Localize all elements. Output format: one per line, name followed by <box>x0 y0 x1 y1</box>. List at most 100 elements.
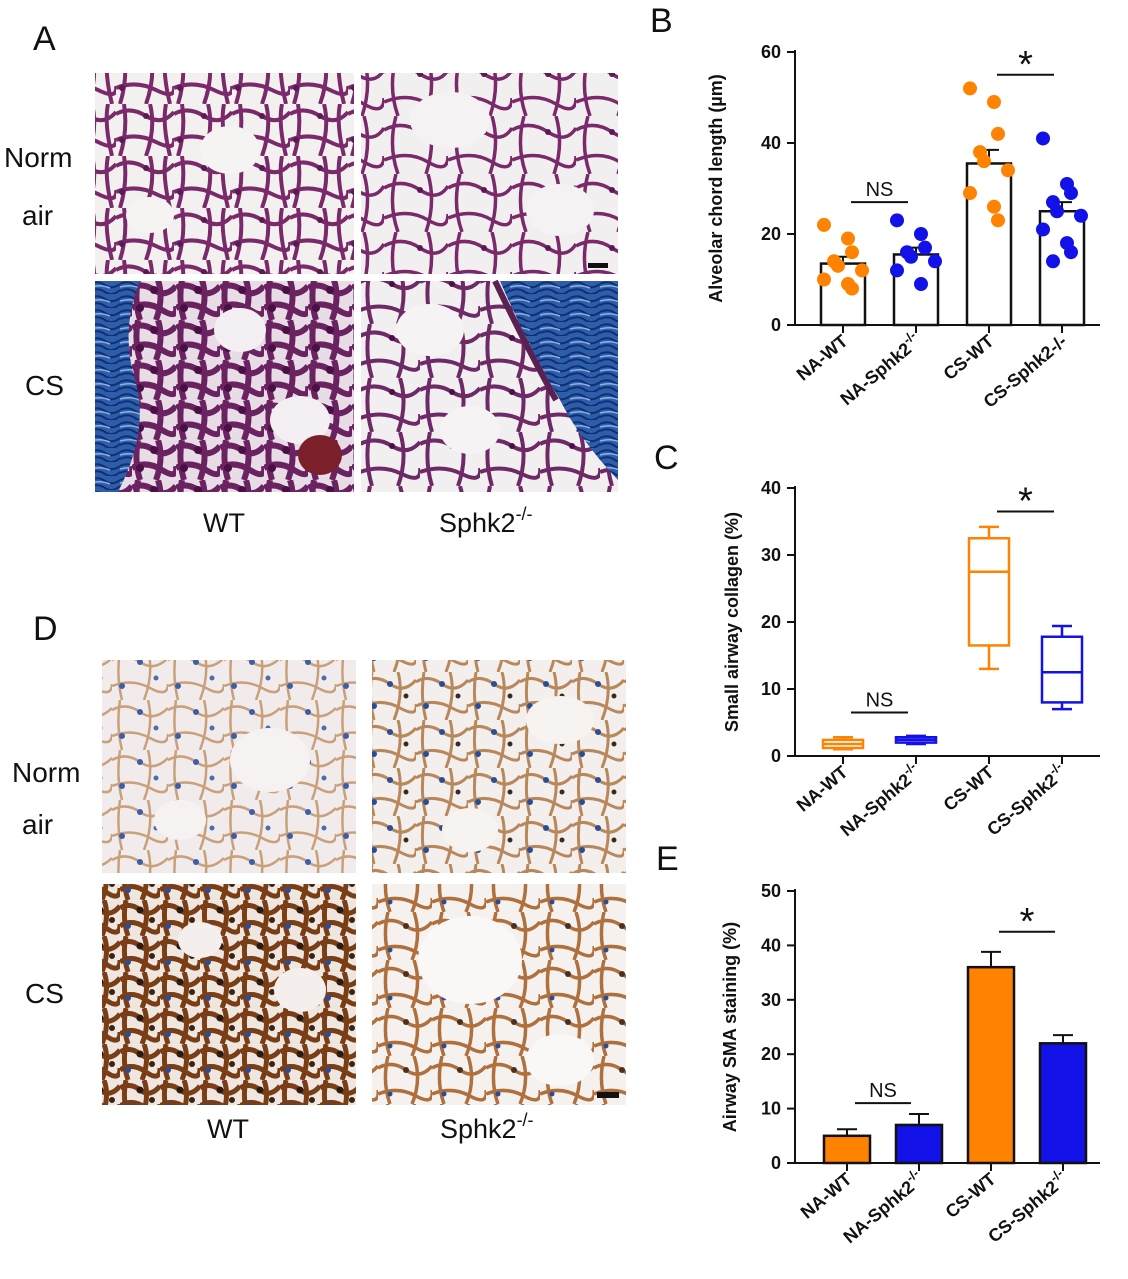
col-label-d-wt: WT <box>207 1114 249 1144</box>
panel-letter-d: D <box>33 610 58 648</box>
micrograph-d-ko-normair <box>372 660 626 873</box>
point-b-3-6 <box>1036 222 1050 237</box>
x-tick-label-e-1: NA-Sphk2-/- <box>837 1166 928 1248</box>
sig-label-b-1: * <box>1018 44 1033 86</box>
sig-label-e-0: NS <box>869 1080 897 1102</box>
bar-e-1 <box>894 1123 944 1165</box>
y-tick-label-c-20: 20 <box>761 612 781 632</box>
y-tick-label-b-0: 0 <box>771 315 781 335</box>
point-b-3-5 <box>1074 208 1088 223</box>
micrograph-d-ko-cs <box>372 884 626 1105</box>
point-b-1-7 <box>914 277 928 292</box>
micrograph-a-ko-normair <box>361 73 618 274</box>
point-b-3-0 <box>1036 131 1050 146</box>
x-tick-label-c-0: NA-WT <box>793 762 852 816</box>
y-tick-label-e-10: 10 <box>761 1099 781 1119</box>
sig-label-e-1: * <box>1020 901 1035 943</box>
y-tick-label-c-10: 10 <box>761 679 781 699</box>
bar-e-2 <box>966 965 1016 1165</box>
row-label-normair-2: air <box>22 200 53 231</box>
point-b-3-4 <box>1050 204 1064 219</box>
y-tick-label-b-60: 60 <box>761 42 781 62</box>
sig-label-c-1: * <box>1018 480 1033 522</box>
point-b-2-5 <box>1001 163 1015 178</box>
sig-label-c-0: NS <box>866 689 894 711</box>
point-b-1-5 <box>928 254 942 269</box>
panel-letter-c: C <box>654 439 679 477</box>
point-b-0-5 <box>855 263 869 278</box>
panel-letter-e: E <box>656 840 679 878</box>
point-b-2-8 <box>991 213 1005 228</box>
point-b-2-6 <box>963 186 977 201</box>
point-b-0-0 <box>817 217 831 232</box>
y-tick-label-e-30: 30 <box>761 990 781 1010</box>
bar-e-0 <box>822 1134 872 1165</box>
chart-e: E 0 10 20 30 40 50 Airway SMA staining (%) NA-WT… <box>656 840 1100 1247</box>
point-b-0-6 <box>817 272 831 287</box>
y-tick-label-c-0: 0 <box>771 746 781 766</box>
row-label-normair-2-d: air <box>22 809 53 840</box>
box-c-3 <box>1040 635 1084 704</box>
col-label-a-ko: Sphk2-/- <box>439 504 533 538</box>
col-label-a-wt: WT <box>203 508 245 538</box>
point-b-0-2 <box>845 245 859 260</box>
panel-d: D Norm air CS WT Sphk2-/- <box>12 610 626 1144</box>
y-tick-label-b-40: 40 <box>761 133 781 153</box>
y-tick-label-c-30: 30 <box>761 545 781 565</box>
point-b-1-1 <box>914 227 928 241</box>
y-tick-label-b-20: 20 <box>761 224 781 244</box>
point-b-2-2 <box>991 126 1005 141</box>
x-tick-label-e-3: CS-Sphk2-/- <box>982 1166 1072 1247</box>
box-c-2 <box>967 537 1011 647</box>
chart-c: C 0 10 20 30 40 Small airway collagen (%) NA-WT… <box>654 439 1100 840</box>
row-label-cs: CS <box>25 370 64 401</box>
x-tick-label-b-1: NA-Sphk2-/- <box>834 328 925 410</box>
point-b-0-4 <box>831 258 845 273</box>
point-b-3-8 <box>1064 245 1078 260</box>
point-b-0-8 <box>845 281 859 296</box>
y-tick-label-e-20: 20 <box>761 1044 781 1064</box>
x-tick-label-c-1: NA-Sphk2-/- <box>834 759 925 841</box>
micrograph-d-wt-cs <box>102 884 356 1105</box>
micrograph-a-wt-cs <box>95 281 354 492</box>
point-b-0-1 <box>841 231 855 246</box>
panel-letter-b: B <box>650 2 673 40</box>
point-b-1-2 <box>918 240 932 255</box>
bar-e-3 <box>1038 1042 1088 1165</box>
row-label-normair-1: Norm <box>4 142 72 173</box>
point-b-2-1 <box>987 95 1001 110</box>
row-label-normair-1-d: Norm <box>12 757 80 788</box>
x-tick-label-e-0: NA-WT <box>797 1169 856 1223</box>
point-b-3-9 <box>1046 254 1060 269</box>
point-b-3-2 <box>1064 186 1078 201</box>
x-tick-label-b-2: CS-WT <box>940 331 998 384</box>
x-tick-label-c-2: CS-WT <box>940 762 998 815</box>
y-tick-label-e-0: 0 <box>771 1153 781 1173</box>
y-axis-title-c: Small airway collagen (%) <box>722 512 742 732</box>
y-tick-label-e-40: 40 <box>761 935 781 955</box>
point-b-1-0 <box>890 213 904 228</box>
row-label-cs-d: CS <box>25 978 64 1009</box>
point-b-1-6 <box>890 263 904 278</box>
y-tick-label-e-50: 50 <box>761 881 781 901</box>
x-tick-label-c-3: CS-Sphk2-/- <box>981 759 1071 840</box>
y-axis-title-e: Airway SMA staining (%) <box>720 922 740 1132</box>
x-tick-label-e-2: CS-WT <box>942 1169 1000 1222</box>
micrograph-a-wt-normair <box>95 73 354 274</box>
col-label-d-ko: Sphk2-/- <box>440 1110 534 1144</box>
scale-bar-d <box>597 1092 619 1098</box>
panel-letter-a: A <box>33 20 56 58</box>
sig-label-b-0: NS <box>866 179 894 201</box>
x-tick-label-b-0: NA-WT <box>793 331 852 385</box>
point-b-2-0 <box>963 81 977 96</box>
point-b-2-7 <box>987 199 1001 214</box>
scale-bar-a <box>588 263 608 268</box>
micrograph-d-wt-normair <box>102 660 356 873</box>
y-tick-label-c-40: 40 <box>761 478 781 498</box>
micrograph-a-ko-cs <box>361 279 618 492</box>
panel-a: A Norm air CS WT Sp <box>4 20 618 538</box>
point-b-1-4 <box>904 249 918 264</box>
y-axis-title-b: Alveolar chord length (µm) <box>706 74 726 302</box>
